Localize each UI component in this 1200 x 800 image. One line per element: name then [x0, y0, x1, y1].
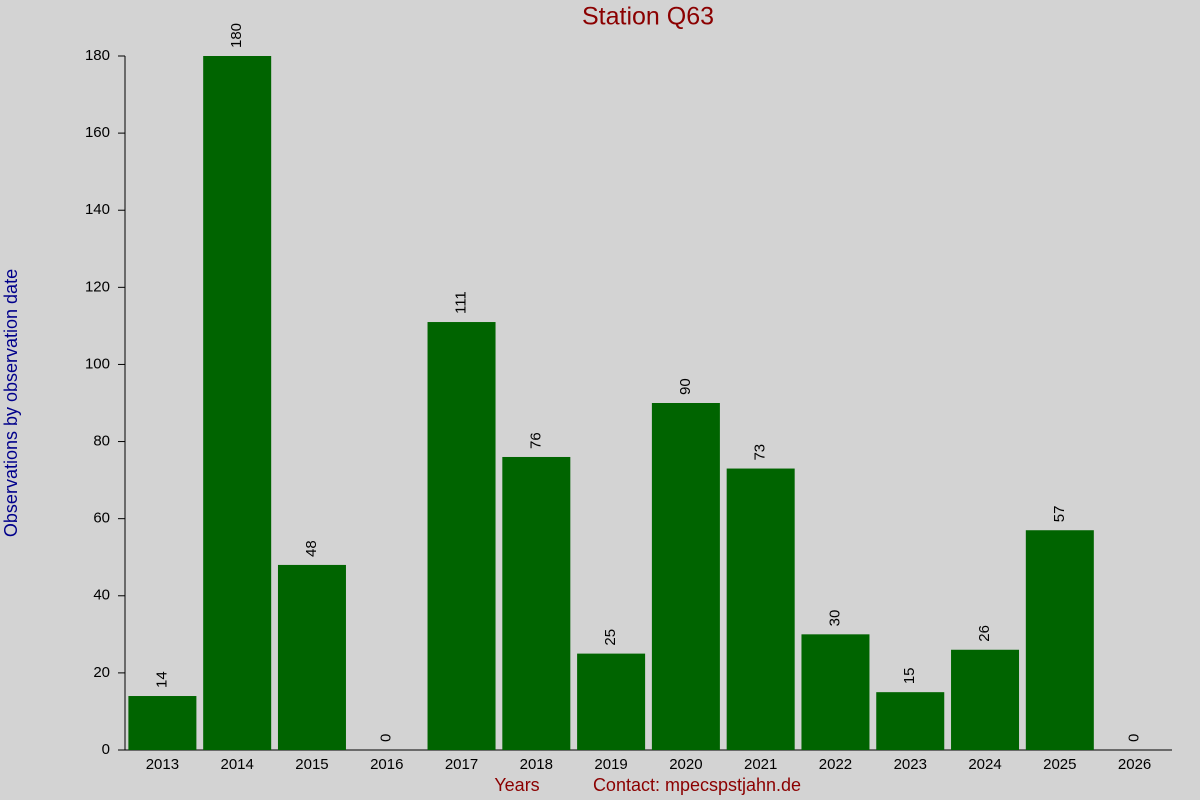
data-label: 73 [752, 444, 769, 461]
data-label: 180 [228, 23, 245, 48]
data-label: 111 [453, 291, 470, 314]
x-tick-label: 2020 [669, 756, 702, 773]
bar [203, 56, 272, 750]
bar [651, 403, 720, 750]
data-label: 90 [677, 378, 694, 395]
bar [801, 634, 870, 750]
data-label: 14 [153, 671, 170, 688]
contact: Contact: mpecspstjahn.de [593, 775, 801, 795]
x-tick-label: 2026 [1118, 756, 1151, 773]
data-label: 48 [303, 540, 320, 557]
y-tick-label: 180 [85, 47, 110, 64]
data-label: 30 [826, 610, 843, 627]
y-tick-label: 60 [93, 510, 110, 527]
y-tick-label: 40 [93, 587, 110, 604]
data-label: 57 [1051, 506, 1068, 523]
bar [1025, 530, 1094, 750]
x-tick-label: 2021 [744, 756, 777, 773]
y-axis-label: Observations by observation date [1, 269, 21, 537]
y-tick-label: 80 [93, 433, 110, 450]
x-tick-label: 2016 [370, 756, 403, 773]
x-tick-label: 2014 [220, 756, 253, 773]
bar [577, 653, 646, 750]
bar [277, 564, 346, 750]
data-label: 25 [602, 629, 619, 646]
x-tick-label: 2015 [295, 756, 328, 773]
y-tick-label: 120 [85, 278, 110, 295]
data-label: 0 [378, 734, 395, 742]
bar [502, 456, 571, 750]
bar [876, 692, 945, 750]
x-tick-label: 2017 [445, 756, 478, 773]
data-label: 26 [976, 625, 993, 642]
y-tick-label: 100 [85, 355, 110, 372]
x-axis-label: Years [494, 775, 539, 795]
y-tick-label: 0 [102, 741, 110, 758]
bar [128, 696, 197, 750]
x-tick-label: 2022 [819, 756, 852, 773]
x-tick-label: 2025 [1043, 756, 1076, 773]
y-tick-label: 20 [93, 664, 110, 681]
x-tick-label: 2024 [968, 756, 1001, 773]
x-tick-label: 2023 [894, 756, 927, 773]
bar [726, 468, 795, 750]
y-tick-label: 140 [85, 201, 110, 218]
x-tick-label: 2019 [594, 756, 627, 773]
x-tick-label: 2013 [146, 756, 179, 773]
data-label: 0 [1126, 734, 1143, 742]
data-label: 15 [901, 667, 918, 684]
chart-title: Station Q63 [582, 3, 714, 31]
bar [951, 649, 1020, 750]
y-tick-label: 160 [85, 124, 110, 141]
x-tick-label: 2018 [520, 756, 553, 773]
bar [427, 322, 496, 750]
data-label: 76 [527, 432, 544, 449]
